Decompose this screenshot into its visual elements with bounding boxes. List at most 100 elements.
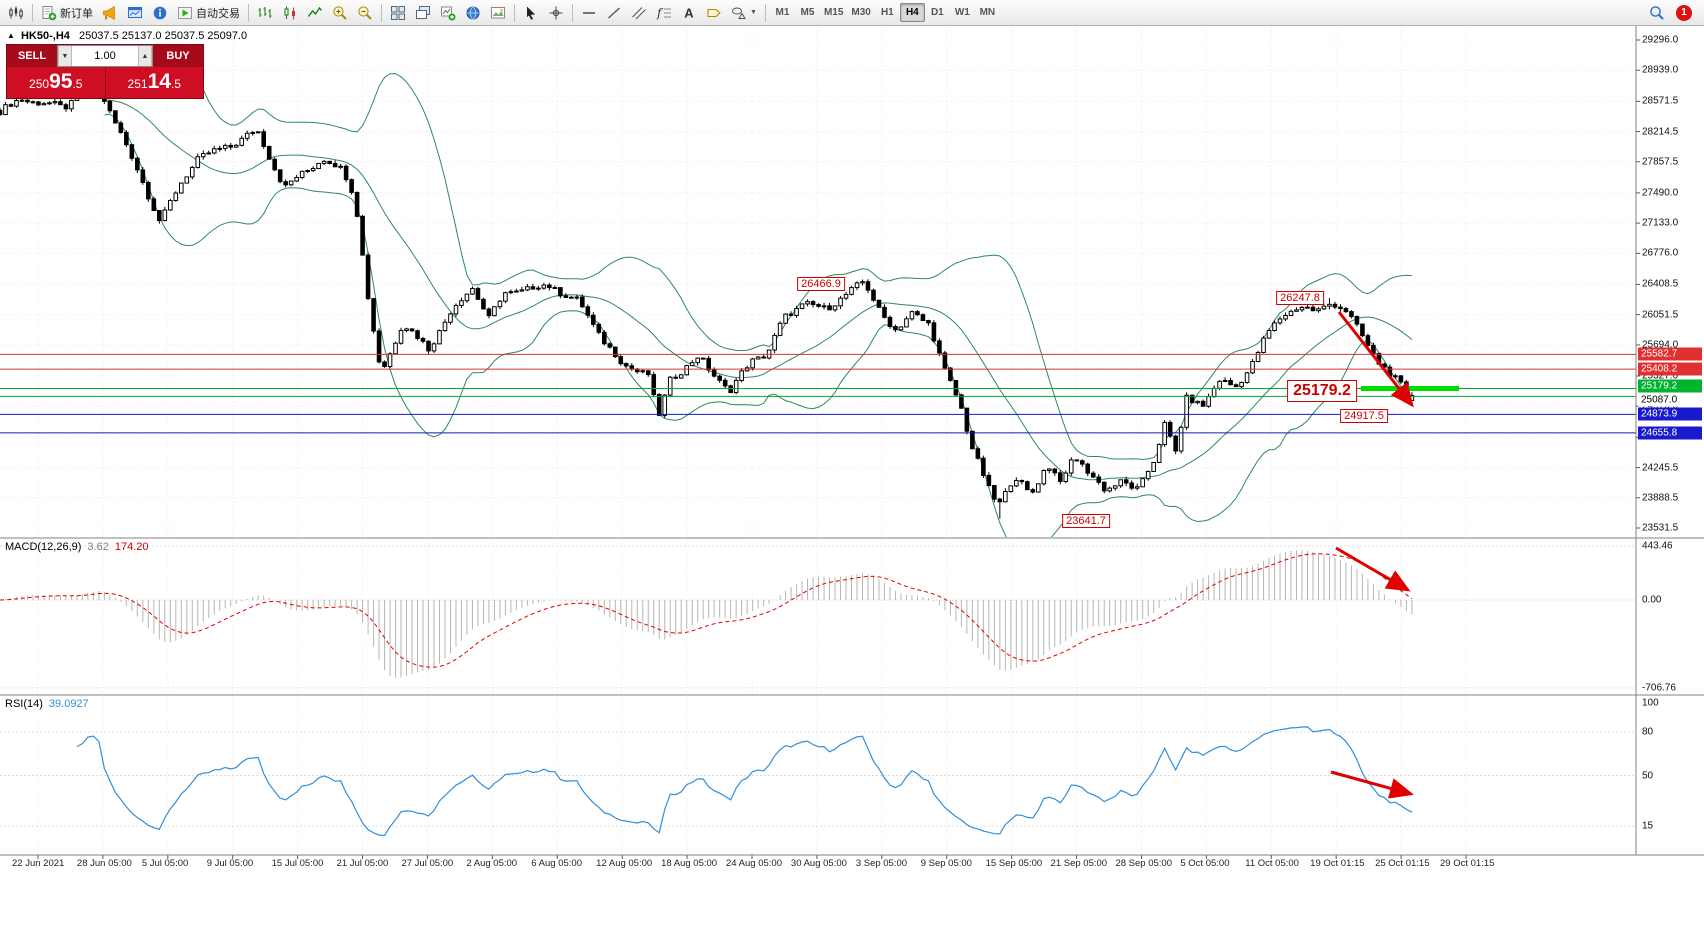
crosshair-tool-button[interactable] bbox=[544, 3, 568, 23]
fibonacci-tool-button[interactable]: f bbox=[652, 3, 676, 23]
trend-arrow[interactable] bbox=[1337, 311, 1414, 408]
macd-histogram bbox=[4, 550, 1413, 679]
shapes-tool-button[interactable]: ▼ bbox=[727, 3, 761, 23]
price-annotation[interactable]: 23641.7 bbox=[1062, 513, 1110, 528]
timeframe-M1[interactable]: M1 bbox=[775, 7, 790, 18]
chart-template-icon bbox=[491, 6, 505, 18]
market-watch-button[interactable] bbox=[123, 3, 147, 23]
auto-trading-label: 自动交易 bbox=[196, 7, 240, 20]
trendline-icon bbox=[608, 6, 620, 19]
zoom-out-button[interactable] bbox=[353, 3, 377, 23]
horizontal-line-tool-button[interactable] bbox=[577, 3, 601, 23]
volume-value[interactable]: 1.00 bbox=[94, 50, 116, 62]
search-icon bbox=[1650, 5, 1664, 20]
timeframe-M15[interactable]: M15 bbox=[823, 7, 844, 18]
buy-price[interactable]: 251 14.5 bbox=[104, 67, 204, 98]
bollinger-middle-band bbox=[104, 99, 1413, 481]
line-chart-mode-button[interactable] bbox=[303, 3, 327, 23]
objects-layer bbox=[0, 26, 1704, 856]
timeframe-M5[interactable]: M5 bbox=[800, 7, 815, 18]
one-click-trading-panel: SELL ▼ 1.00 ▲ BUY 250 95.5 251 14.5 bbox=[6, 44, 204, 99]
auto-trading-button[interactable]: 自动交易 bbox=[173, 3, 244, 23]
buy-button[interactable]: BUY bbox=[153, 45, 203, 67]
chart-window-button[interactable] bbox=[4, 3, 28, 23]
search-button[interactable] bbox=[1645, 3, 1669, 23]
timeframe-H1[interactable]: H1 bbox=[880, 7, 894, 18]
trendline-tool-button[interactable] bbox=[602, 3, 626, 23]
macd-main-value: 3.62 bbox=[87, 541, 109, 553]
zoom-in-button[interactable] bbox=[328, 3, 352, 23]
label-tool-button[interactable] bbox=[702, 3, 726, 23]
candle-chart-mode-button[interactable] bbox=[278, 3, 302, 23]
cascade-windows-button[interactable] bbox=[411, 3, 435, 23]
new-order-label: 新订单 bbox=[60, 7, 93, 20]
shapes-icon bbox=[732, 7, 746, 19]
horizontal-line-icon bbox=[583, 11, 595, 14]
volume-spinner: ▼ 1.00 ▲ bbox=[57, 45, 153, 67]
price-annotation[interactable]: 26247.8 bbox=[1276, 290, 1324, 305]
info-icon bbox=[153, 6, 167, 19]
rsi-value: 39.0927 bbox=[48, 698, 89, 710]
rsi-line bbox=[76, 726, 1413, 837]
timeframe-M30[interactable]: M30 bbox=[851, 7, 871, 18]
bar-chart-mode-button[interactable] bbox=[253, 3, 277, 23]
buy-price-prefix: 251 bbox=[127, 77, 148, 91]
price-annotation[interactable]: 26466.9 bbox=[797, 277, 845, 292]
text-tool-icon: A bbox=[684, 5, 694, 20]
equidistant-channel-icon bbox=[632, 6, 646, 19]
price-annotation[interactable]: 25179.2 bbox=[1287, 379, 1357, 402]
new-chart-button[interactable] bbox=[436, 3, 460, 23]
new-order-icon bbox=[42, 5, 57, 20]
new-order-button[interactable]: 新订单 bbox=[37, 3, 97, 23]
volume-increase-button[interactable]: ▲ bbox=[138, 46, 152, 66]
macd-signal-value: 174.20 bbox=[114, 541, 149, 553]
timeframe-W1[interactable]: W1 bbox=[954, 7, 970, 18]
trend-arrow[interactable] bbox=[1335, 546, 1411, 592]
chart-template-button[interactable] bbox=[486, 3, 510, 23]
buy-price-big: 14 bbox=[147, 70, 171, 93]
toolbar-separator bbox=[381, 3, 382, 22]
fibonacci-icon: f bbox=[656, 6, 671, 20]
channel-tool-button[interactable] bbox=[627, 3, 651, 23]
text-tool-button[interactable]: A bbox=[677, 3, 701, 23]
toolbar-separator bbox=[764, 3, 766, 22]
info-button[interactable] bbox=[148, 3, 172, 23]
svg-text:f: f bbox=[656, 6, 664, 20]
rsi-name: RSI(14) bbox=[5, 698, 43, 710]
sell-button[interactable]: SELL bbox=[7, 45, 57, 67]
sell-price-big: 95 bbox=[49, 70, 73, 93]
trend-arrow[interactable] bbox=[1330, 770, 1414, 799]
rsi-label: RSI(14) 39.0927 bbox=[5, 698, 89, 710]
ohlc-values: 25037.5 25137.0 25037.5 25097.0 bbox=[78, 30, 248, 42]
chevron-down-icon: ▼ bbox=[750, 9, 757, 16]
line-chart-icon bbox=[307, 6, 323, 17]
quote-line: ▲ HK50-,H4 25037.5 25137.0 25037.5 25097… bbox=[7, 30, 247, 42]
macd-layer bbox=[0, 550, 1413, 679]
main-chart-layer bbox=[0, 44, 1415, 537]
sell-price[interactable]: 250 95.5 bbox=[7, 67, 105, 98]
svg-text:A: A bbox=[684, 5, 694, 20]
tile-windows-button[interactable] bbox=[386, 3, 410, 23]
candles-series bbox=[0, 82, 1415, 519]
label-tag-icon bbox=[707, 8, 721, 17]
timeframe-MN[interactable]: MN bbox=[979, 7, 996, 18]
toolbar-separator bbox=[514, 3, 515, 22]
timeframe-group: M1 M5 M15 M30 H1 H4 D1 W1 MN bbox=[770, 3, 1000, 22]
volume-decrease-button[interactable]: ▼ bbox=[58, 46, 72, 66]
bollinger-upper-band bbox=[104, 44, 1412, 460]
grid-layer bbox=[0, 27, 1640, 859]
cursor-arrow-icon bbox=[527, 6, 535, 20]
cursor-tool-button[interactable] bbox=[519, 3, 543, 23]
rsi-layer bbox=[76, 726, 1413, 837]
navigator-button[interactable] bbox=[461, 3, 485, 23]
price-annotation[interactable]: 24917.5 bbox=[1340, 408, 1388, 423]
symbol-collapse-icon[interactable]: ▲ bbox=[7, 31, 15, 40]
alerts-button[interactable] bbox=[98, 3, 122, 23]
notification-badge[interactable]: 1 bbox=[1676, 4, 1692, 21]
macd-signal-line bbox=[0, 553, 1413, 668]
timeframe-D1[interactable]: D1 bbox=[930, 7, 944, 18]
new-chart-icon bbox=[441, 6, 456, 20]
timeframe-H4[interactable]: H4 bbox=[899, 3, 925, 22]
crosshair-icon bbox=[549, 6, 563, 19]
